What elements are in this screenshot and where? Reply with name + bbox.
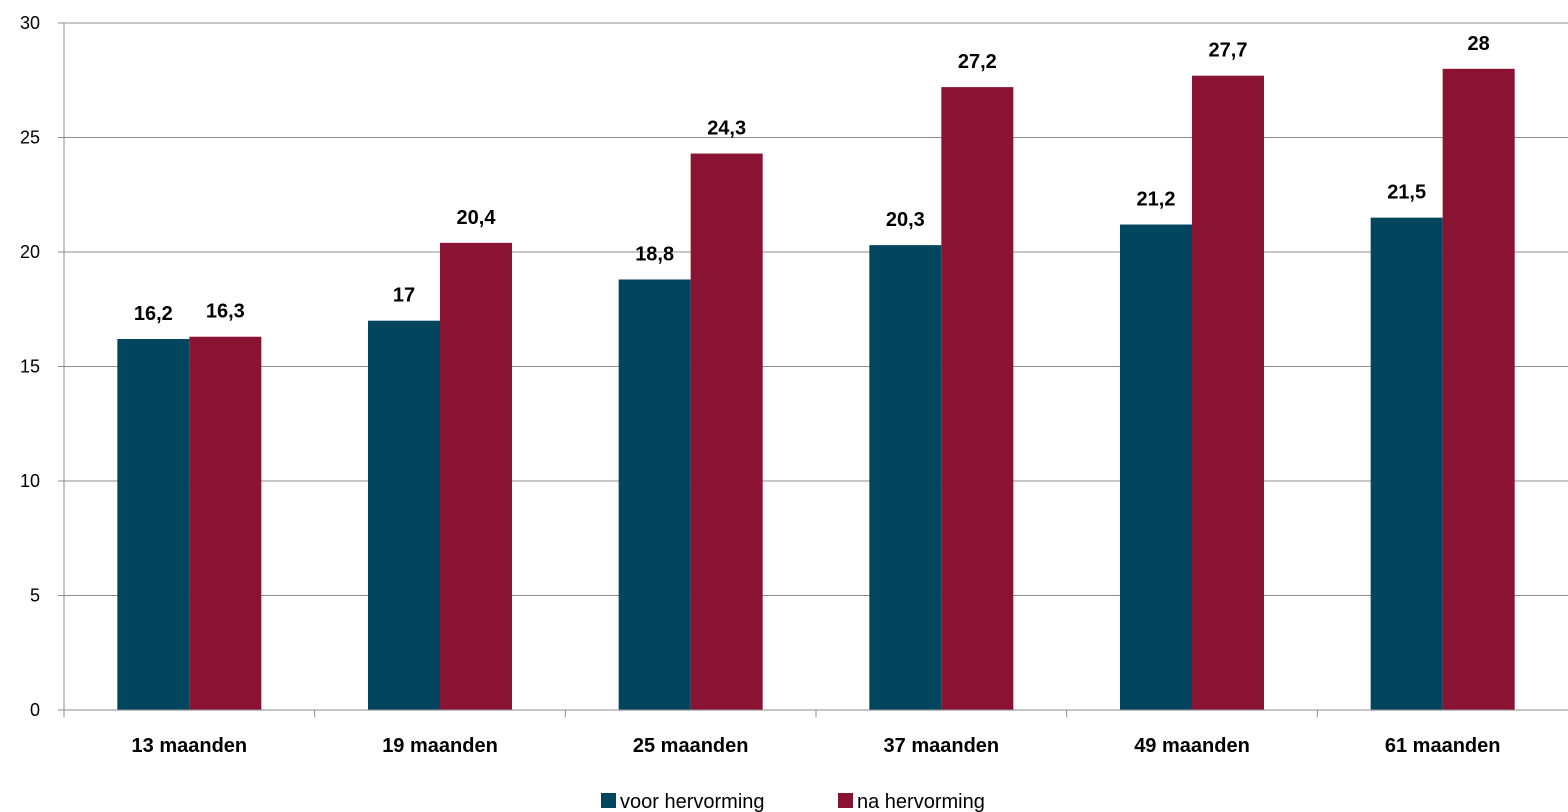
data-label: 24,3 (707, 118, 746, 140)
bar-na-0 (189, 336, 262, 710)
data-label: 21,5 (1387, 182, 1426, 204)
bar-voor-4 (1120, 224, 1192, 710)
y-tick-label: 5 (30, 586, 40, 606)
legend: voor hervorming na hervorming (601, 791, 985, 812)
x-category-label: 13 maanden (132, 735, 248, 757)
bar-na-1 (440, 242, 512, 710)
x-category-label: 19 maanden (382, 735, 498, 757)
x-axis-category-labels: 13 maanden 19 maanden 25 maanden 37 maanden… (132, 735, 1501, 757)
x-category-label: 61 maanden (1385, 735, 1501, 757)
data-label: 16,2 (134, 303, 173, 325)
bar-na-5 (1442, 68, 1515, 711)
bar-voor-5 (1370, 217, 1443, 710)
data-label: 20,3 (886, 209, 925, 231)
legend-swatch-na-hervorming (838, 793, 853, 808)
bar-na-2 (690, 153, 763, 710)
gridlines (64, 22, 1568, 596)
y-tick-label: 15 (20, 357, 40, 377)
data-label: 18,8 (635, 243, 674, 265)
data-label: 28 (1468, 33, 1490, 55)
bar-voor-2 (618, 279, 691, 710)
bar-na-4 (1192, 75, 1264, 711)
y-tick-label: 25 (20, 128, 40, 148)
axes (58, 22, 1568, 717)
x-category-label: 37 maanden (884, 735, 1000, 757)
bar-voor-3 (869, 245, 942, 710)
y-tick-label: 30 (20, 13, 40, 33)
data-label: 27,2 (958, 51, 997, 73)
y-tick-label: 20 (20, 242, 40, 262)
bars (117, 68, 1515, 711)
y-tick-label: 10 (20, 471, 40, 491)
legend-swatch-voor-hervorming (601, 793, 616, 808)
bar-na-3 (941, 87, 1014, 711)
bar-voor-1 (368, 320, 440, 710)
legend-label: na hervorming (857, 791, 985, 812)
data-label: 17 (393, 285, 415, 307)
data-label: 27,7 (1209, 40, 1248, 62)
y-tick-label: 0 (30, 700, 40, 720)
x-category-label: 49 maanden (1134, 735, 1250, 757)
data-label: 16,3 (206, 301, 245, 323)
data-label: 21,2 (1137, 189, 1176, 211)
bar-voor-0 (117, 339, 190, 710)
data-label: 20,4 (457, 207, 497, 229)
y-axis-tick-labels: 0 5 10 15 20 25 30 (20, 13, 40, 720)
data-labels: 16,2 16,3 17 20,4 18,8 24,3 20,3 27,2 21,2 27,7 21… (134, 33, 1490, 325)
legend-label: voor hervorming (620, 791, 765, 812)
x-category-label: 25 maanden (633, 735, 749, 757)
